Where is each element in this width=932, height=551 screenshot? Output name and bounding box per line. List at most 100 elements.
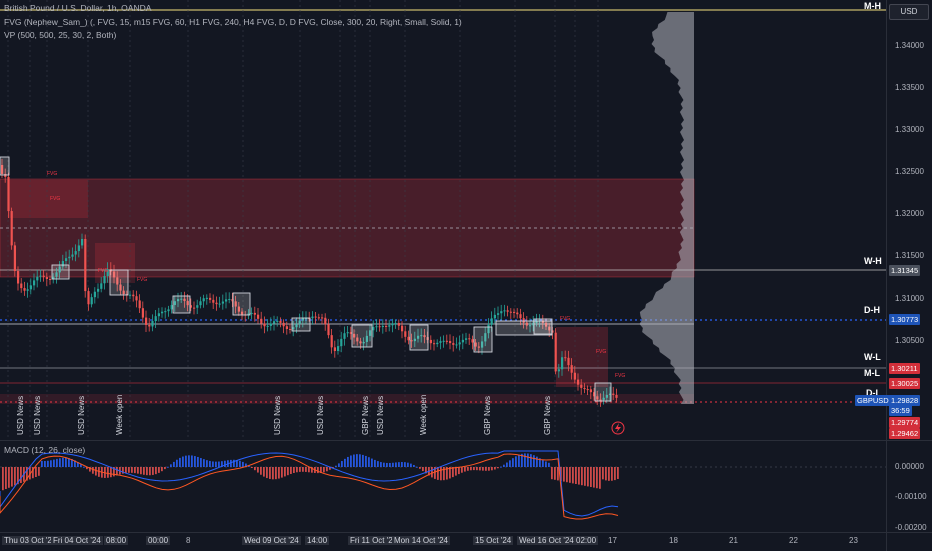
vp-indicator-legend[interactable]: VP (500, 500, 25, 30, 2, Both) xyxy=(4,30,117,40)
candle-body xyxy=(298,320,301,325)
candle-body xyxy=(385,325,388,327)
macd-histogram-bar xyxy=(614,467,616,481)
candle-body xyxy=(186,301,189,306)
macd-histogram-bar xyxy=(113,467,115,477)
macd-histogram-bar xyxy=(146,467,148,476)
macd-pane[interactable]: MACD (12, 26, close) xyxy=(0,440,886,533)
candle-body xyxy=(13,245,16,272)
candle-body xyxy=(593,392,596,397)
candle-body xyxy=(225,299,228,302)
macd-histogram-bar xyxy=(287,467,289,476)
candle-body xyxy=(39,275,42,277)
fvg-label: FVG xyxy=(615,373,626,379)
level-tag-d-l: D-L xyxy=(866,388,881,398)
candle-body xyxy=(61,261,64,267)
candle-body xyxy=(343,333,346,339)
candle-body xyxy=(253,312,256,315)
macd-histogram-bar xyxy=(170,464,172,467)
macd-histogram-bar xyxy=(29,467,31,480)
candle-body xyxy=(449,341,452,344)
time-axis[interactable]: Thu 03 Oct '24 Fri 04 Oct '24 08:00 00:0… xyxy=(0,532,886,551)
macd-histogram-bar xyxy=(212,461,214,467)
candle-body xyxy=(173,301,176,306)
candle-body xyxy=(404,331,407,337)
order-block-box xyxy=(533,318,553,335)
macd-histogram-bar xyxy=(290,467,292,474)
macd-histogram-bar xyxy=(413,464,415,467)
fvg-zone xyxy=(0,394,694,404)
candle-body xyxy=(525,322,528,326)
candle-body xyxy=(442,340,445,342)
fvg-indicator-legend[interactable]: FVG (Nephew_Sam_) (, FVG, 15, m15 FVG, 6… xyxy=(4,17,462,27)
macd-histogram-bar xyxy=(293,467,295,473)
candle-body xyxy=(103,276,106,284)
candle-body xyxy=(52,276,55,280)
candle-body xyxy=(605,394,608,398)
macd-histogram-bar xyxy=(191,455,193,467)
candle-body xyxy=(241,311,244,315)
price-badge-w-h: 1.31345 xyxy=(889,265,921,276)
macd-histogram-bar xyxy=(473,467,475,471)
candle-body xyxy=(308,317,311,319)
macd-histogram-bar xyxy=(536,456,538,467)
symbol-legend[interactable]: British Pound / U.S. Dollar, 1h, OANDA xyxy=(4,3,152,13)
candle-body xyxy=(71,254,74,257)
symbol-badge: GBPUSD xyxy=(855,395,891,406)
candle-body xyxy=(68,256,71,259)
candle-body xyxy=(321,317,324,319)
price-chart[interactable]: British Pound / U.S. Dollar, 1h, OANDA F… xyxy=(0,0,886,440)
last-price-badge: 1.29828 xyxy=(889,395,921,406)
macd-histogram-bar xyxy=(221,461,223,467)
candle-body xyxy=(170,305,173,310)
macd-histogram-bar xyxy=(491,467,493,471)
candle-body xyxy=(154,316,157,322)
candle-body xyxy=(570,365,573,373)
candle-body xyxy=(561,357,564,370)
candle-body xyxy=(33,280,36,286)
candle-body xyxy=(100,283,103,289)
macd-histogram-bar xyxy=(32,467,34,479)
macd-histogram-bar xyxy=(530,454,532,467)
time-label: Wed 09 Oct '24 xyxy=(242,536,301,545)
macd-histogram-bar xyxy=(488,467,490,471)
candle-body xyxy=(189,305,192,308)
macd-histogram-bar xyxy=(236,460,238,467)
candlestick-chart[interactable] xyxy=(0,0,886,440)
macd-histogram-bar xyxy=(470,467,472,471)
macd-histogram-bar xyxy=(35,467,37,477)
news-label: Week open xyxy=(419,394,428,435)
macd-histogram-bar xyxy=(332,467,334,468)
price-axis[interactable]: 1.34000 1.33500 1.33000 1.32500 1.32000 … xyxy=(855,0,932,440)
order-block-box xyxy=(291,317,311,332)
candle-body xyxy=(141,308,144,318)
macd-histogram-bar xyxy=(407,462,409,467)
macd-axis[interactable]: 0.00000 -0.00100 -0.00200 xyxy=(886,440,932,533)
macd-histogram-bar xyxy=(326,467,328,472)
macd-histogram-bar xyxy=(443,467,445,481)
candle-body xyxy=(237,306,240,312)
price-badge-m-l: 1.30025 xyxy=(889,378,921,389)
candle-body xyxy=(439,341,442,343)
macd-legend[interactable]: MACD (12, 26, close) xyxy=(4,445,86,455)
macd-histogram-bar xyxy=(524,453,526,467)
macd-histogram-bar xyxy=(140,467,142,475)
candle-body xyxy=(564,357,567,359)
macd-histogram-bar xyxy=(308,467,310,473)
candle-body xyxy=(381,325,384,327)
macd-histogram-bar xyxy=(608,467,610,481)
candle-body xyxy=(349,332,352,334)
macd-histogram-bar xyxy=(479,467,481,471)
candle-body xyxy=(471,339,474,343)
candle-body xyxy=(522,318,525,323)
currency-button[interactable]: USD xyxy=(889,4,929,20)
candle-body xyxy=(407,336,410,341)
macd-histogram-bar xyxy=(323,467,325,473)
candle-body xyxy=(260,318,263,324)
candle-body xyxy=(497,313,500,315)
candle-body xyxy=(529,325,532,327)
macd-histogram-bar xyxy=(383,462,385,467)
macd-histogram-bar xyxy=(143,467,145,475)
level-tag-d-h: D-H xyxy=(864,305,880,315)
candle-body xyxy=(337,346,340,351)
news-label: USD News xyxy=(77,395,86,435)
